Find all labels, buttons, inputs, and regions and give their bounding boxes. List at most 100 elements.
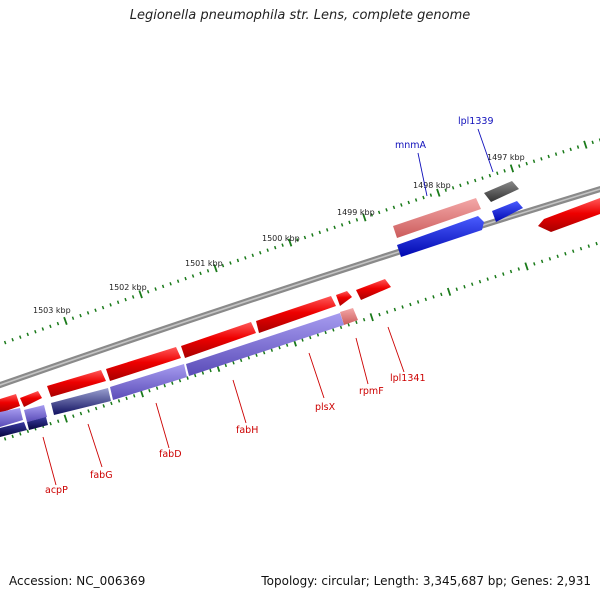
gene-arrow-red-7[interactable] bbox=[0, 394, 20, 413]
inner-ring-minor-tick bbox=[102, 404, 106, 408]
gene-block-plsX[interactable] bbox=[186, 313, 344, 376]
outer-ring-minor-tick bbox=[311, 233, 314, 237]
inner-ring-minor-tick bbox=[270, 348, 274, 352]
outer-ring-minor-tick bbox=[34, 329, 37, 334]
leader-plsX bbox=[308, 352, 325, 399]
inner-ring-minor-tick bbox=[262, 350, 266, 355]
outer-ring-minor-tick bbox=[116, 300, 120, 305]
gene-arrow-red-5[interactable] bbox=[47, 370, 106, 397]
gene-arrow-red-1[interactable] bbox=[336, 291, 352, 306]
outer-ring-minor-tick bbox=[451, 186, 455, 190]
outer-ring-minor-tick bbox=[496, 171, 499, 176]
gene-block-rpmF[interactable] bbox=[340, 308, 358, 325]
outer-ring-minor-tick bbox=[236, 258, 240, 263]
outer-ring-minor-tick bbox=[459, 183, 462, 188]
inner-ring-minor-tick bbox=[155, 386, 159, 390]
gene-label-fabD[interactable]: fabD bbox=[159, 449, 182, 460]
outer-ring-minor-tick bbox=[71, 316, 75, 320]
inner-ring-minor-tick bbox=[470, 282, 474, 286]
inner-ring-minor-tick bbox=[178, 378, 182, 383]
outer-ring-minor-tick bbox=[124, 297, 127, 302]
inner-ring-minor-tick bbox=[332, 328, 335, 332]
gene-arrow-blue-long[interactable] bbox=[397, 216, 484, 257]
outer-ring-minor-tick bbox=[400, 203, 403, 207]
gene-block-fabH[interactable] bbox=[110, 364, 187, 400]
gene-arrow-red-6[interactable] bbox=[20, 391, 42, 407]
tick-ring-outer bbox=[3, 138, 600, 345]
outer-ring-minor-tick bbox=[244, 256, 247, 260]
inner-ring-major-tick bbox=[446, 287, 452, 296]
inner-ring-major-tick bbox=[369, 313, 374, 322]
inner-ring-minor-tick bbox=[201, 371, 205, 375]
inner-ring-minor-tick bbox=[355, 320, 358, 325]
outer-ring-minor-tick bbox=[109, 303, 112, 307]
outer-ring-major-tick bbox=[287, 238, 293, 247]
leader-fabG bbox=[87, 423, 103, 468]
outer-ring-minor-tick bbox=[258, 250, 262, 255]
leader-lpl1341 bbox=[387, 326, 405, 373]
inner-ring-major-tick bbox=[524, 262, 529, 271]
inner-ring-minor-tick bbox=[49, 421, 52, 426]
gene-block-fabD[interactable] bbox=[51, 388, 111, 415]
outer-ring-minor-tick bbox=[532, 159, 536, 164]
inner-ring-minor-tick bbox=[540, 259, 544, 264]
gene-arrow-red-3[interactable] bbox=[181, 322, 256, 358]
gene-arrow-mnmA[interactable] bbox=[393, 198, 481, 238]
outer-ring-minor-tick bbox=[154, 287, 157, 291]
outer-ring-minor-tick bbox=[11, 338, 14, 342]
inner-ring-minor-tick bbox=[301, 338, 304, 342]
outer-ring-minor-tick bbox=[94, 308, 97, 312]
gene-label-rpmF[interactable]: rpmF bbox=[359, 386, 384, 397]
inner-ring-minor-tick bbox=[125, 396, 128, 401]
gene-block-navy[interactable] bbox=[0, 422, 27, 437]
outer-ring-major-tick bbox=[213, 264, 218, 273]
outer-ring-minor-tick bbox=[266, 248, 269, 252]
gene-block-acpP[interactable] bbox=[0, 408, 23, 427]
gene-label-fabH[interactable]: fabH bbox=[236, 425, 258, 436]
accession-text: Accession: NC_006369 bbox=[9, 574, 146, 588]
gene-label-fabG[interactable]: fabG bbox=[90, 470, 113, 481]
outer-ring-minor-tick bbox=[206, 269, 210, 273]
gene-block-navy-2[interactable] bbox=[27, 417, 48, 430]
gene-arrow-red-2[interactable] bbox=[256, 296, 336, 333]
outer-ring-minor-tick bbox=[303, 235, 307, 240]
gene-arrow-dark[interactable] bbox=[484, 181, 519, 202]
outer-ring-major-tick bbox=[509, 164, 515, 173]
tick-label-1500: 1500 kbp bbox=[262, 234, 300, 243]
gene-arrow-red-4[interactable] bbox=[106, 347, 181, 381]
gene-label-lpl1339[interactable]: lpl1339 bbox=[458, 116, 494, 127]
inner-ring-minor-tick bbox=[163, 383, 166, 388]
inner-ring-minor-tick bbox=[132, 394, 136, 398]
inner-ring-minor-tick bbox=[339, 325, 343, 330]
tick-ring-inner bbox=[3, 241, 598, 441]
inner-ring-minor-tick bbox=[556, 254, 559, 259]
gene-label-mnmA[interactable]: mnmA bbox=[395, 140, 427, 151]
outer-ring-minor-tick bbox=[525, 161, 528, 166]
inner-ring-minor-tick bbox=[117, 399, 121, 403]
inner-ring-minor-tick bbox=[385, 310, 389, 314]
inner-ring-minor-tick bbox=[186, 376, 189, 380]
outer-ring-major-tick bbox=[138, 290, 143, 299]
inner-ring-minor-tick bbox=[393, 307, 397, 312]
inner-ring-minor-tick bbox=[494, 274, 497, 279]
outer-ring-minor-tick bbox=[576, 145, 580, 149]
outer-ring-major-tick bbox=[63, 316, 68, 326]
genome-backbone-highlight bbox=[0, 188, 600, 386]
inner-ring-minor-tick bbox=[255, 353, 258, 357]
outer-ring-minor-tick bbox=[251, 253, 255, 258]
gene-arrow-red-small[interactable] bbox=[356, 279, 391, 300]
outer-ring-minor-tick bbox=[86, 311, 90, 315]
outer-ring-minor-tick bbox=[488, 173, 492, 178]
gene-arrow-red-right[interactable] bbox=[538, 198, 600, 232]
gene-label-lpl1341[interactable]: lpl1341 bbox=[390, 373, 426, 384]
gene-arrow-lpl1339[interactable] bbox=[492, 201, 523, 222]
gene-label-plsX[interactable]: plsX bbox=[315, 402, 336, 413]
outer-ring-minor-tick bbox=[414, 198, 418, 202]
outer-ring-minor-tick bbox=[444, 188, 447, 192]
outer-ring-minor-tick bbox=[466, 181, 470, 185]
gene-block-fabG[interactable] bbox=[24, 405, 47, 422]
gene-label-acpP[interactable]: acpP bbox=[45, 485, 68, 496]
tick-label-1502: 1502 kbp bbox=[109, 283, 147, 292]
outer-ring-minor-tick bbox=[191, 274, 195, 278]
